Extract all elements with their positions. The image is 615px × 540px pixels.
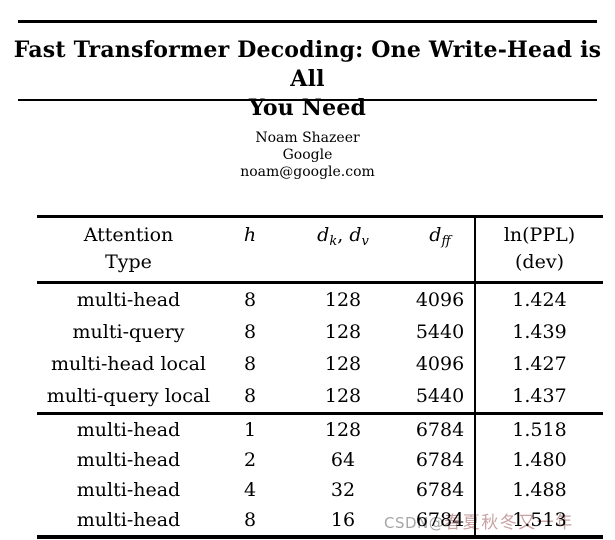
cell-h: 8 xyxy=(220,380,280,415)
cell-dff: 6784 xyxy=(415,419,465,441)
cell-ppl: 1.518 xyxy=(474,413,603,445)
col-header-attention-type: Attention Type xyxy=(37,216,220,284)
cell-dk-dv: 16 xyxy=(330,509,356,531)
cell-ppl-best: 1.424 xyxy=(474,282,603,316)
title-bottom-rule xyxy=(18,99,597,101)
cell-dff: 4096 xyxy=(415,353,465,375)
col-header-dff: dff xyxy=(406,216,475,284)
cell-dff: 6784 xyxy=(415,479,465,501)
cell-dff: 5440 xyxy=(415,321,465,343)
cell-attention-type: multi-head xyxy=(76,509,181,531)
cell-dk-dv: 128 xyxy=(324,289,362,311)
watermark-prefix: CSDN@ xyxy=(384,514,445,532)
table-row: multi-head 1 128 6784 1.518 xyxy=(37,413,603,445)
cell-dk-dv: 64 xyxy=(330,449,356,471)
cell-dk-dv: 128 xyxy=(280,380,406,415)
author-affiliation: Google xyxy=(282,147,333,163)
cell-h: 8 xyxy=(243,289,257,311)
cell-dk-dv: 128 xyxy=(324,353,362,375)
cell-h: 8 xyxy=(243,353,257,375)
cell-dff: 4096 xyxy=(415,289,465,311)
cell-ppl: 1.513 xyxy=(474,505,603,537)
cell-ppl: 1.439 xyxy=(474,316,603,348)
author-email: noam@google.com xyxy=(240,164,375,180)
col-header-ppl: ln(PPL) (dev) xyxy=(474,216,603,284)
author-block: Noam Shazeer Google noam@google.com xyxy=(0,130,615,181)
cell-attention-type: multi-head xyxy=(76,289,181,311)
cell-dff: 5440 xyxy=(406,380,475,415)
cell-attention-type: multi-query local xyxy=(37,380,220,415)
paper-title: Fast Transformer Decoding: One Write-Hea… xyxy=(0,36,615,123)
col-header-dk-dv: dk, dv xyxy=(280,216,406,284)
cell-ppl: 1.437 xyxy=(474,380,603,415)
cell-dk-dv: 32 xyxy=(330,479,356,501)
table-row: multi-head 4 32 6784 1.488 xyxy=(37,475,603,505)
table-row: multi-head 8 16 6784 1.513 xyxy=(37,505,603,537)
cell-dff: 6784 xyxy=(415,449,465,471)
cell-ppl: 1.480 xyxy=(474,445,603,475)
cell-dff: 6784 xyxy=(415,509,465,531)
top-rule xyxy=(18,20,597,23)
table-row: multi-query local 8 128 5440 1.437 xyxy=(37,380,603,415)
cell-h: 4 xyxy=(243,479,257,501)
results-table-wrap: Attention Type h dk, dv dff ln(PPL) (dev… xyxy=(37,215,603,539)
cell-ppl: 1.488 xyxy=(474,475,603,505)
cell-h: 1 xyxy=(243,419,257,441)
table-header-row: Attention Type h dk, dv dff ln(PPL) (dev… xyxy=(37,216,603,284)
table-row: multi-head local 8 128 4096 1.427 xyxy=(37,348,603,380)
cell-attention-type: multi-head xyxy=(76,419,181,441)
cell-h: 8 xyxy=(243,509,257,531)
cell-dk-dv: 128 xyxy=(324,419,362,441)
results-table: Attention Type h dk, dv dff ln(PPL) (dev… xyxy=(37,215,603,539)
cell-ppl: 1.427 xyxy=(474,348,603,380)
cell-h: 2 xyxy=(243,449,257,471)
table-row: multi-head 8 128 4096 1.424 xyxy=(37,282,603,316)
cell-dk-dv: 128 xyxy=(324,321,362,343)
cell-attention-type: multi-query xyxy=(72,321,185,343)
table-row: multi-query 8 128 5440 1.439 xyxy=(37,316,603,348)
table-row: multi-head 2 64 6784 1.480 xyxy=(37,445,603,475)
col-header-h: h xyxy=(220,216,280,284)
cell-attention-type: multi-head xyxy=(76,479,181,501)
cell-attention-type: multi-head local xyxy=(50,353,207,375)
cell-h: 8 xyxy=(243,321,257,343)
author-name: Noam Shazeer xyxy=(255,130,360,146)
cell-attention-type: multi-head xyxy=(76,449,181,471)
paper-title-line1: Fast Transformer Decoding: One Write-Hea… xyxy=(13,37,602,92)
